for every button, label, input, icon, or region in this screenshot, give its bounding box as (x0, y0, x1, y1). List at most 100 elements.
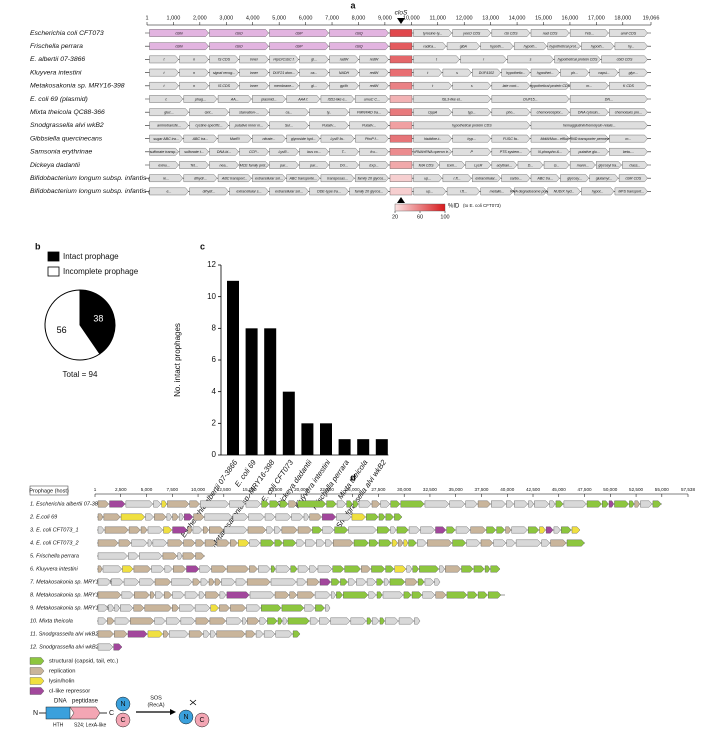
bar (264, 328, 277, 455)
gene-arrow (103, 513, 121, 521)
row-label: 12. Snodgrassella alvi wkB2_2 (30, 644, 105, 650)
gene-label: radW (340, 58, 349, 62)
gene-arrow (413, 121, 531, 130)
gene-label: pho... (505, 110, 515, 114)
gene-arrow (355, 174, 389, 182)
gene-label: G... (554, 163, 560, 167)
schematic-label: C (109, 710, 114, 717)
gene-label: fetA CDS (419, 163, 434, 167)
gene-label: FMN/FAD tra... (357, 110, 381, 114)
gene-arrow (260, 539, 275, 547)
gene-label: dihydr... (194, 176, 207, 180)
gene-arrow (581, 42, 615, 50)
gene-label: putative glu... (578, 150, 600, 154)
bar (282, 391, 295, 455)
gene-arrow (382, 591, 404, 599)
gene-arrow (609, 29, 648, 37)
gene-label: cbiP (296, 44, 304, 48)
gene-arrow (210, 604, 219, 612)
gene-arrow (177, 552, 183, 560)
gene-arrow (331, 591, 336, 599)
legend-swatch (29, 677, 45, 685)
legend-swatch (47, 251, 60, 262)
gene-arrow (403, 591, 412, 599)
gene-arrow (209, 55, 239, 64)
gene-arrow (329, 55, 359, 64)
gene-arrow (413, 187, 447, 196)
gene-arrow (586, 500, 602, 508)
gene-label: NADH (339, 71, 350, 75)
gene-arrow (266, 526, 274, 534)
row-label: Snodgrassella alvi wkB2 (30, 122, 104, 129)
gene-arrow (439, 161, 465, 169)
gene-arrow (377, 526, 391, 534)
gene-arrow (449, 500, 466, 508)
gene-arrow (368, 591, 377, 599)
gene-arrow (149, 82, 179, 90)
gene-arrow (398, 617, 414, 625)
gene-arrow (547, 42, 581, 50)
gene-arrow (209, 68, 239, 77)
gene-label: DU... (340, 163, 348, 167)
gene-arrow (211, 565, 227, 573)
gene-arrow (452, 29, 492, 37)
gene-label: gl... (311, 58, 317, 62)
gene-arrow (179, 161, 209, 169)
gene-label: glyc... (629, 71, 638, 75)
gene-arrow (385, 565, 395, 573)
x-tick-label: 19,066 (643, 15, 660, 21)
gene-label: cbiR CDS (625, 176, 641, 180)
locus-marker (397, 18, 405, 24)
cleaved-c (194, 712, 210, 728)
gene-arrow (355, 134, 389, 143)
gene-arrow (569, 148, 609, 156)
gene-arrow (534, 500, 550, 508)
gene-arrow (596, 161, 622, 169)
gene-arrow (461, 565, 474, 573)
legend-label: lysin/holin (49, 679, 74, 685)
gene-arrow (413, 55, 460, 64)
gene-arrow (97, 539, 119, 547)
gene-arrow (359, 55, 389, 64)
gene-label: PTS system... (500, 150, 522, 154)
gene-arrow (400, 500, 425, 508)
gene-arrow (226, 565, 249, 573)
gene-arrow (235, 578, 247, 586)
gene-arrow (163, 630, 169, 638)
bar (301, 423, 314, 455)
row-label: 1. Escherichia albertii 07-3866 (30, 501, 105, 507)
gene-arrow (329, 148, 359, 156)
gene-arrow (269, 187, 309, 196)
x-tick-label: 1 (145, 15, 148, 21)
gene-arrow (343, 591, 369, 599)
gene-arrow (614, 500, 629, 508)
gene-label: capsi... (598, 71, 609, 75)
gene-arrow (515, 539, 542, 547)
gene-arrow (530, 108, 570, 116)
row-label: Kluyvera intestini (30, 69, 82, 76)
y-tick-label: 8 (212, 323, 217, 332)
gene-arrow (128, 552, 139, 560)
gene-arrow (394, 513, 403, 521)
row-label: Bifidobacterium longum subsp. infantis (… (30, 188, 157, 195)
gene-arrow (309, 617, 319, 625)
schematic-label: DNA (54, 699, 67, 705)
gene-arrow (275, 630, 293, 638)
gene-label: r.ft... (460, 190, 467, 194)
row-label: 3. E. coli CFT073_1 (30, 527, 79, 533)
gene-arrow (255, 630, 264, 638)
gene-label: metallo... (490, 190, 505, 194)
gene-label: beta-... (623, 150, 634, 154)
gene-label: cbiO (235, 31, 243, 35)
gene-arrow (359, 68, 389, 77)
gene-arrow (622, 161, 648, 169)
gene-arrow (413, 42, 447, 50)
gene-label: cbiO (235, 44, 243, 48)
x-tick-label: 35,000 (449, 487, 463, 492)
x-tick-label: 15,000 (535, 15, 552, 21)
gene-arrow (113, 643, 123, 651)
gene-arrow (109, 500, 126, 508)
locus-gene (389, 55, 413, 64)
gene-label: tyrosine-ty... (423, 31, 442, 35)
